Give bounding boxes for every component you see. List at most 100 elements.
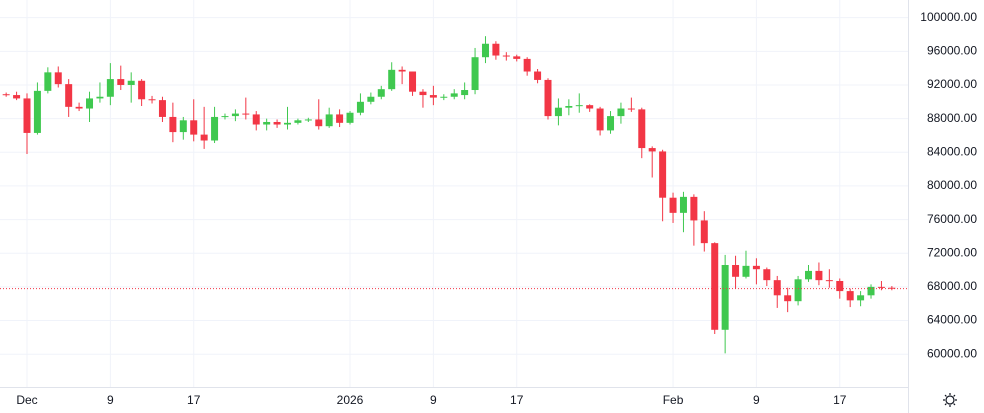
candle-body [461,90,469,96]
candle-body [867,286,875,296]
candle-body [679,196,687,213]
candle-body [325,114,333,127]
candle-body [825,280,833,282]
candle-body [805,270,812,280]
candle-body [575,105,583,107]
y-tick-label: 76000.00 [927,212,977,226]
candle-body [231,113,239,117]
candle-body [648,148,656,152]
settings-icon[interactable] [943,393,957,407]
candle-body [638,109,646,149]
candle-body [179,120,187,133]
candle-body [586,105,594,109]
candle-body [127,80,135,85]
candle-body [367,96,375,102]
candle-body [169,116,177,133]
candle-body [669,197,677,213]
x-tick-label: 2026 [337,393,364,407]
candle-body [440,96,448,98]
y-tick-label: 68000.00 [927,279,977,293]
candle-body [2,94,10,96]
candle-body [346,112,354,123]
candle-body [44,72,52,91]
candle-body [138,80,146,100]
candle-body [700,220,708,244]
candle-body [659,151,667,198]
candle-body [513,56,521,59]
x-tick-label: 17 [510,393,524,407]
candle-body [106,79,114,97]
candle-body [492,43,500,56]
x-tick-label: 17 [187,393,201,407]
candle-body [419,91,427,96]
candle-body [607,116,615,131]
candle-body [377,89,385,97]
candle-body [211,116,219,141]
y-tick-label: 72000.00 [927,245,977,259]
candle-body [75,106,83,109]
candle-body [763,269,771,281]
candle-body [784,295,792,302]
candle-body [617,108,625,117]
y-tick-label: 84000.00 [927,144,977,158]
x-tick-label: 9 [753,393,760,407]
candle-body [86,98,94,109]
candle-body [429,95,437,98]
x-tick-label: Feb [663,393,684,407]
candle-body [690,196,698,221]
candle-body [534,71,542,80]
candle-body [117,79,125,85]
candle-body [388,69,396,90]
y-tick-label: 80000.00 [927,178,977,192]
y-tick-label: 92000.00 [927,77,977,91]
candle-body [523,58,531,72]
candle-body [554,107,562,117]
candle-body [304,119,312,121]
candle-body [23,98,31,133]
candle-body [877,286,885,288]
y-tick-label: 60000.00 [927,346,977,360]
candle-body [721,265,729,330]
candle-body [794,279,802,302]
y-tick-label: 64000.00 [927,313,977,327]
candle-body [284,122,291,125]
y-tick-label: 96000.00 [927,43,977,57]
candle-body [336,114,344,123]
candle-body [398,69,406,72]
candle-body [471,57,479,91]
candle-body [711,243,719,330]
candle-body [596,108,604,131]
candle-body [158,100,166,117]
candle-body [815,270,823,281]
candle-body [273,121,281,125]
candle-body [356,101,364,113]
y-tick-label: 88000.00 [927,111,977,125]
candle-body [294,120,302,123]
candle-body [96,96,104,99]
candle-body [315,119,323,127]
candle-body [846,291,854,301]
candle-body [200,134,208,141]
x-tick-label: 9 [430,393,437,407]
candle-body [54,72,62,85]
x-tick-label: 9 [107,393,114,407]
candle-body [836,280,844,292]
candle-body [221,116,229,118]
candle-body [409,71,417,92]
candle-body [450,93,458,97]
candle-body [627,108,635,110]
x-tick-label: 17 [833,393,847,407]
candle-body [263,121,271,125]
candle-body [752,265,760,270]
candle-body [742,265,750,277]
candle-body [65,84,73,107]
candle-body [857,295,865,301]
y-tick-label: 100000.00 [920,10,977,24]
candle-body [242,113,250,115]
candle-body [481,43,489,58]
candle-body [544,79,552,117]
candle-body [148,99,156,101]
candle-body [13,95,21,99]
x-tick-label: Dec [16,393,37,407]
